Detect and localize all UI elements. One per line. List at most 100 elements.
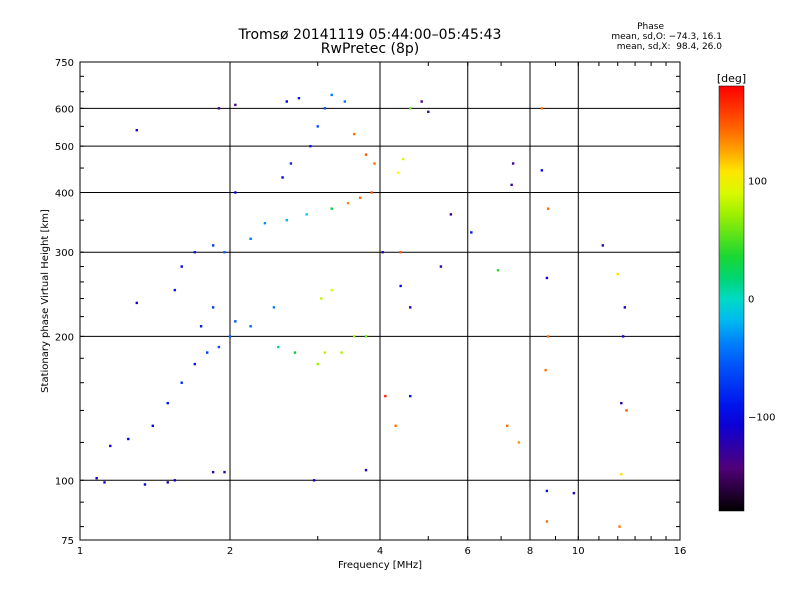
- x-axis-label: Frequency [MHz]: [338, 560, 422, 571]
- x-tick-label: 8: [527, 546, 533, 557]
- data-point: [272, 306, 276, 309]
- y-tick-label: 750: [55, 58, 74, 69]
- data-point: [320, 297, 323, 300]
- data-point: [620, 472, 623, 476]
- data-point: [546, 335, 550, 338]
- data-point: [166, 481, 169, 484]
- data-point: [285, 100, 288, 103]
- data-point: [211, 244, 215, 247]
- data-point: [399, 251, 402, 254]
- data-point: [496, 269, 500, 272]
- data-point: [199, 325, 203, 328]
- data-point: [193, 251, 197, 254]
- data-point: [384, 394, 387, 398]
- data-point: [449, 213, 453, 216]
- data-point: [505, 424, 509, 428]
- x-tick-label: 2: [227, 546, 233, 557]
- data-point: [364, 153, 368, 156]
- data-point: [546, 207, 550, 210]
- data-point: [544, 368, 547, 372]
- data-point: [135, 128, 138, 132]
- data-point: [173, 288, 177, 292]
- data-point: [396, 171, 400, 174]
- data-point: [305, 213, 308, 216]
- data-point: [211, 306, 215, 309]
- data-point: [234, 103, 237, 107]
- data-point: [601, 244, 605, 247]
- data-point: [217, 107, 221, 110]
- y-tick-label: 200: [55, 332, 74, 343]
- chart-subtitle: RwPretec (8p): [320, 41, 420, 57]
- colorbar-tick-label: 0: [748, 295, 754, 306]
- data-point: [399, 284, 402, 288]
- data-point: [193, 362, 197, 366]
- data-point: [127, 437, 130, 441]
- y-axis-label: Stationary phase Virtual Height [km]: [40, 209, 51, 393]
- data-point: [297, 96, 301, 100]
- data-point: [439, 265, 443, 268]
- data-point: [409, 107, 412, 110]
- data-point: [427, 110, 430, 114]
- data-point: [316, 125, 319, 128]
- data-point: [540, 169, 544, 172]
- data-point: [223, 470, 226, 474]
- data-point: [109, 444, 112, 448]
- data-point: [135, 301, 138, 305]
- data-point: [180, 381, 183, 384]
- data-point: [511, 162, 515, 165]
- data-point: [211, 470, 215, 474]
- colorbar-unit-label: [deg]: [717, 72, 746, 85]
- data-point: [143, 483, 147, 486]
- data-point: [370, 191, 373, 194]
- data-point: [223, 251, 226, 254]
- x-tick-label: 6: [465, 546, 471, 557]
- data-point: [312, 479, 316, 482]
- data-point: [346, 201, 350, 205]
- data-point: [381, 251, 384, 254]
- data-point: [281, 176, 284, 179]
- data-point: [323, 351, 327, 354]
- data-point: [352, 132, 356, 136]
- phase-stats-heading: Phase: [637, 22, 664, 32]
- x-tick-label: 4: [377, 546, 383, 557]
- data-point: [352, 335, 356, 338]
- y-tick-label: 400: [55, 188, 74, 199]
- data-point: [263, 222, 267, 225]
- data-point: [620, 401, 623, 405]
- data-point: [249, 325, 252, 328]
- data-point: [343, 100, 347, 103]
- data-point: [373, 162, 376, 165]
- data-point: [205, 351, 209, 354]
- y-tick-label: 500: [55, 142, 74, 153]
- chart-title: Tromsø 20141119 05:44:00–05:45:43: [238, 27, 502, 43]
- data-point: [234, 191, 237, 194]
- data-point: [316, 362, 319, 366]
- data-point: [510, 183, 513, 187]
- data-point: [234, 320, 237, 323]
- data-point: [616, 272, 619, 276]
- data-point: [572, 491, 576, 495]
- data-point: [623, 306, 627, 309]
- data-point: [217, 345, 221, 349]
- data-point: [330, 93, 333, 97]
- colorbar-tick-label: −100: [748, 413, 775, 424]
- data-point: [625, 409, 628, 412]
- data-point: [517, 441, 521, 444]
- data-point: [394, 424, 397, 428]
- data-point: [323, 107, 327, 110]
- data-point: [285, 219, 288, 222]
- data-point: [545, 520, 549, 523]
- phase-stats-o: mean, sd,O: −74.3, 16.1: [611, 32, 722, 42]
- data-point: [409, 306, 412, 309]
- x-tick-label: 10: [572, 546, 585, 557]
- data-point: [103, 481, 106, 484]
- data-point: [249, 237, 252, 241]
- data-point: [293, 351, 297, 354]
- data-point: [330, 288, 333, 292]
- data-point: [340, 351, 343, 354]
- colorbar: [718, 85, 745, 512]
- data-point: [173, 479, 177, 482]
- data-point: [309, 144, 312, 148]
